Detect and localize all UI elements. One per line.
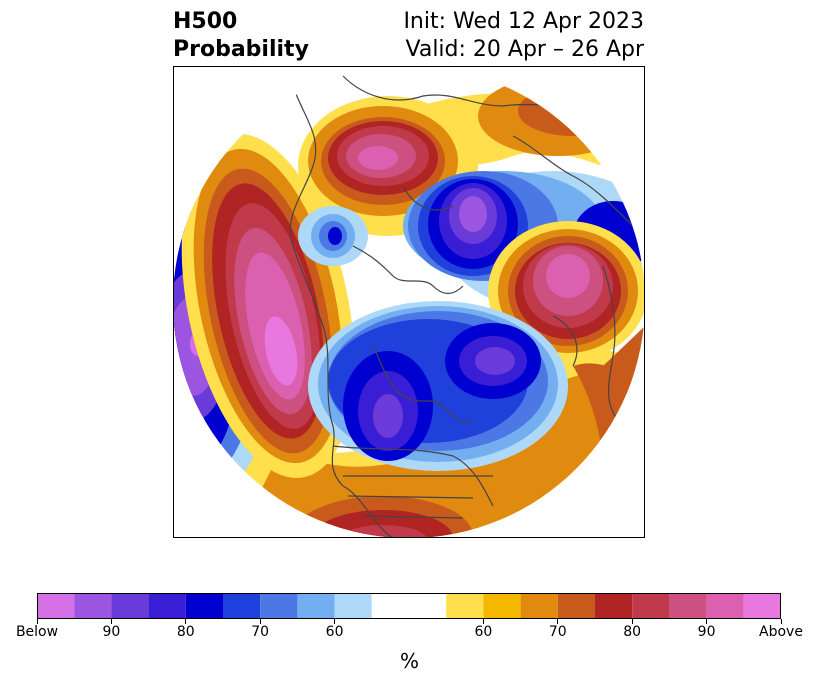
colorbar-border bbox=[37, 593, 781, 619]
colorbar-segment bbox=[37, 593, 75, 619]
colorbar-segment bbox=[669, 593, 707, 619]
colorbar-segment bbox=[148, 593, 186, 619]
colorbar-tick-mark bbox=[482, 619, 484, 624]
colorbar-unit-label: % bbox=[399, 649, 419, 673]
valid-range-label: Valid: 20 Apr – 26 Apr bbox=[405, 37, 645, 62]
colorbar-tick-label: 70 bbox=[251, 624, 270, 640]
colorbar-segment bbox=[520, 593, 558, 619]
colorbar-segment bbox=[632, 593, 670, 619]
colorbar-tick-mark bbox=[334, 619, 336, 624]
chart-title-right: Init: Wed 12 Apr 2023 Valid: 20 Apr – 26… bbox=[403, 8, 644, 64]
colorbar-tick-label: 80 bbox=[623, 624, 642, 640]
colorbar-tick-mark bbox=[185, 619, 187, 624]
colorbar-tick-label: Below bbox=[15, 624, 59, 640]
colorbar-segment bbox=[595, 593, 633, 619]
colorbar-tick-label: 70 bbox=[548, 624, 567, 640]
colorbar bbox=[37, 593, 781, 619]
colorbar-tick-label: 60 bbox=[325, 624, 344, 640]
colorbar-tick-label: 90 bbox=[697, 624, 716, 640]
colorbar-segment bbox=[743, 593, 781, 619]
colorbar-tick-mark bbox=[631, 619, 633, 624]
colorbar-tick-mark bbox=[36, 619, 38, 624]
probability-map bbox=[173, 66, 645, 538]
colorbar-tick-mark bbox=[780, 619, 782, 624]
colorbar-tick-label: 90 bbox=[102, 624, 121, 640]
variable-label: H500 bbox=[173, 9, 238, 34]
colorbar-tick-label: 80 bbox=[176, 624, 195, 640]
colorbar-segment bbox=[185, 593, 223, 619]
colorbar-segment bbox=[334, 593, 372, 619]
probability-field bbox=[173, 75, 645, 538]
colorbar-segment bbox=[74, 593, 112, 619]
colorbar-tick-labels: Below 90 80 70 60 60 70 80 90 Above bbox=[0, 624, 819, 644]
colorbar-segment bbox=[706, 593, 744, 619]
colorbar-tick-mark bbox=[557, 619, 559, 624]
colorbar-segment bbox=[371, 593, 447, 619]
colorbar-segment bbox=[297, 593, 335, 619]
colorbar-segment bbox=[111, 593, 149, 619]
chart-title-left: H500 Probability bbox=[173, 8, 309, 64]
colorbar-segment bbox=[260, 593, 298, 619]
colorbar-tick-label: 60 bbox=[474, 624, 493, 640]
colorbar-tick-label: Above bbox=[759, 624, 803, 640]
coastlines bbox=[289, 75, 634, 538]
colorbar-tick-mark bbox=[706, 619, 708, 624]
colorbar-segment bbox=[483, 593, 521, 619]
colorbar-segment bbox=[446, 593, 484, 619]
colorbar-segment bbox=[557, 593, 595, 619]
colorbar-tick-mark bbox=[110, 619, 112, 624]
colorbar-tick-mark bbox=[259, 619, 261, 624]
product-label: Probability bbox=[173, 37, 309, 62]
init-date-label: Init: Wed 12 Apr 2023 bbox=[403, 9, 644, 34]
colorbar-segment bbox=[223, 593, 261, 619]
